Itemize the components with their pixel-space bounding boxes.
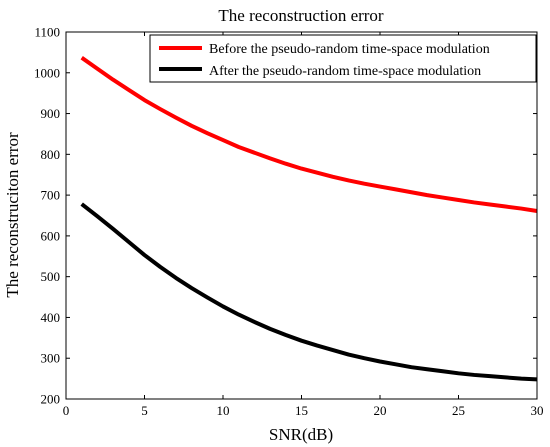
x-tick-label: 0 (63, 403, 70, 418)
x-tick-label: 30 (531, 403, 544, 418)
series-line-before (80, 56, 538, 213)
legend: Before the pseudo-random time-space modu… (149, 34, 537, 83)
plot-frame (65, 31, 538, 400)
x-tick-label: 15 (295, 403, 308, 418)
y-tick-label: 800 (41, 147, 61, 162)
axis-ticks: 0 5 10 15 20 25 30 200 300 400 500 600 700 800 900 1000… (34, 25, 544, 419)
x-axis-label: SNR(dB) (269, 425, 333, 444)
y-tick-label: 1000 (34, 65, 60, 80)
y-tick-label: 600 (41, 228, 61, 243)
y-tick-label: 500 (41, 269, 61, 284)
chart-title: The reconstruction error (218, 6, 384, 25)
y-tick-label: 900 (41, 106, 61, 121)
y-tick-label: 300 (41, 351, 61, 366)
y-tick-label: 700 (41, 188, 61, 203)
legend-label-before: Before the pseudo-random time-space modu… (209, 42, 490, 57)
legend-label-after: After the pseudo-random time-space modul… (209, 64, 481, 79)
x-tick-label: 10 (217, 403, 230, 418)
x-tick-label: 5 (141, 403, 148, 418)
series-line-after (80, 202, 538, 382)
y-tick-label: 200 (41, 392, 61, 407)
x-tick-label: 20 (374, 403, 387, 418)
y-tick-label: 1100 (34, 25, 60, 40)
plot-lines (80, 56, 538, 382)
legend-box (149, 34, 537, 83)
x-tick-label: 25 (452, 403, 465, 418)
y-tick-label: 400 (41, 310, 61, 325)
y-axis-label: The reconstruciton error (3, 132, 22, 298)
